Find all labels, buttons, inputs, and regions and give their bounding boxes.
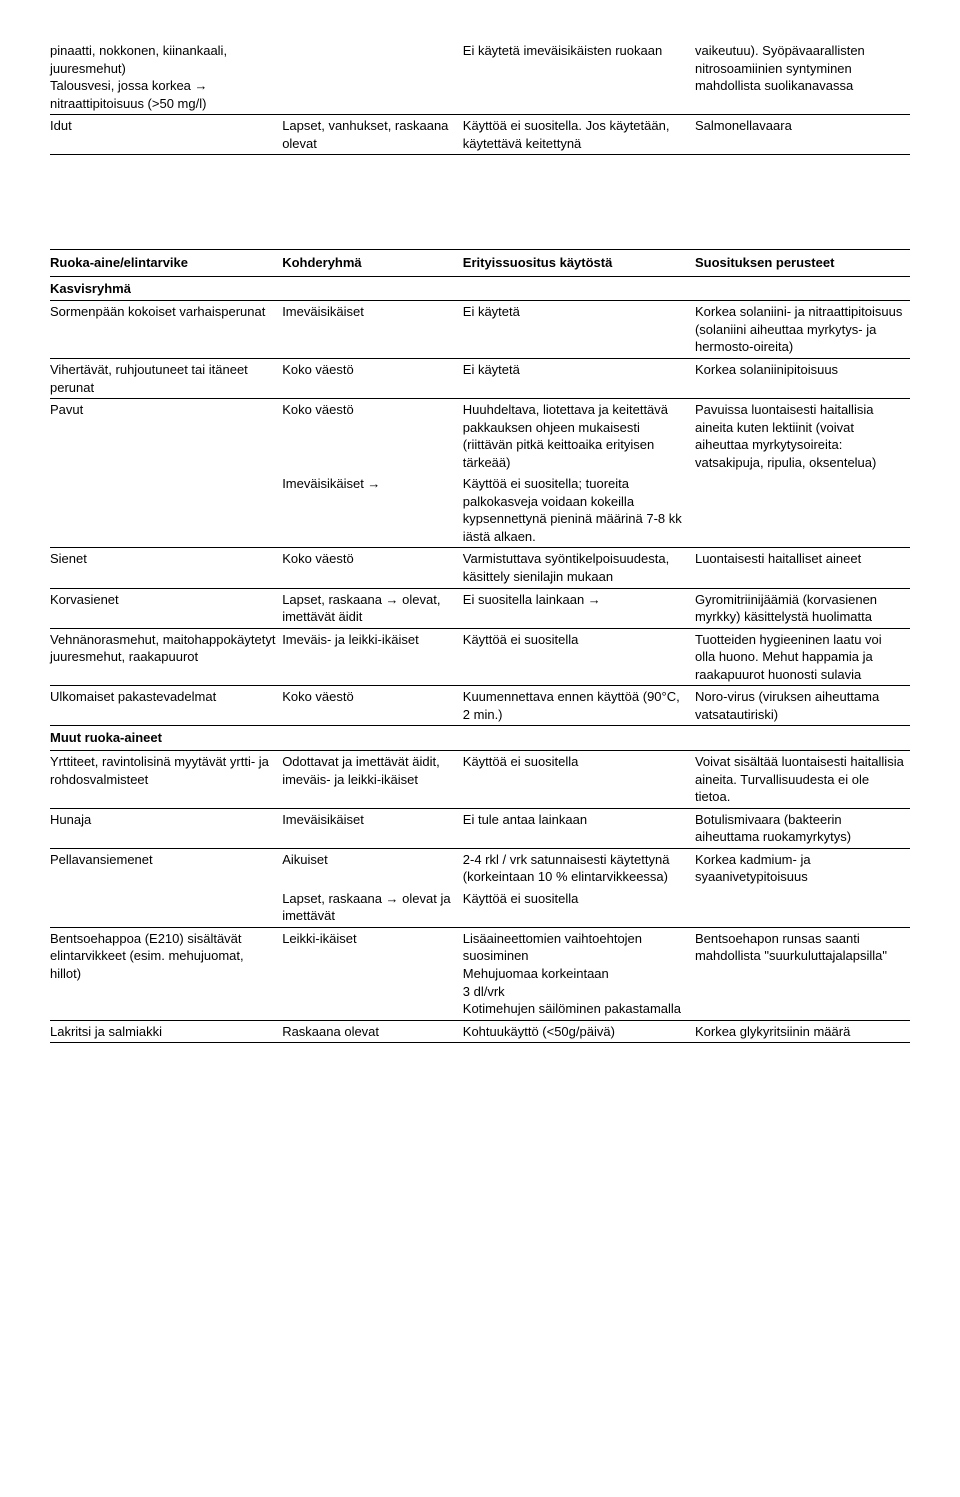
section-title: Kasvisryhmä [50, 276, 910, 301]
table-row-group: Koko väestö [282, 686, 463, 726]
table-row-recommendation: Käyttöä ei suositella [463, 888, 695, 928]
table-row-reason [695, 888, 910, 928]
table-row-recommendation: Ei käytetä [463, 301, 695, 359]
table-row-food: Yrttiteet, ravintolisinä myytävät yrtti-… [50, 750, 282, 808]
table-row-food: Korvasienet [50, 588, 282, 628]
table-row-group: Koko väestö [282, 548, 463, 588]
top-row-reason: Salmonellavaara [695, 115, 910, 155]
table-row-group: Imeväisikäiset [282, 301, 463, 359]
table-row-recommendation: Ei suositella lainkaan → [463, 588, 695, 628]
table-row-recommendation: Käyttöä ei suositella [463, 750, 695, 808]
table-row: Bentsoehappoa (E210) sisältävät elintarv… [50, 927, 910, 1020]
top-row: pinaatti, nokkonen, kiinankaali, juuresm… [50, 40, 910, 115]
table-row-food: Pavut [50, 399, 282, 474]
table-row-recommendation: Huuhdeltava, liotettava ja keitettävä pa… [463, 399, 695, 474]
table-row-recommendation: Ei tule antaa lainkaan [463, 808, 695, 848]
table-row: KorvasienetLapset, raskaana → olevat, im… [50, 588, 910, 628]
top-row-recommendation: Ei käytetä imeväisikäisten ruokaan [463, 40, 695, 115]
table-row: Yrttiteet, ravintolisinä myytävät yrtti-… [50, 750, 910, 808]
table-row: Ulkomaiset pakastevadelmatKoko väestöKuu… [50, 686, 910, 726]
table-row: HunajaImeväisikäisetEi tule antaa lainka… [50, 808, 910, 848]
table-row-reason: Pavuissa luontaisesti haitallisia aineit… [695, 399, 910, 474]
table-row-food: Lakritsi ja salmiakki [50, 1020, 282, 1043]
table-row-recommendation: Kuumennettava ennen käyttöä (90°C, 2 min… [463, 686, 695, 726]
table-row-group: Leikki-ikäiset [282, 927, 463, 1020]
table-row: Lakritsi ja salmiakkiRaskaana olevatKoht… [50, 1020, 910, 1043]
table-row-group: Raskaana olevat [282, 1020, 463, 1043]
table-row-reason: Korkea kadmium- ja syaanivetypitoisuus [695, 848, 910, 888]
food-advice-table: pinaatti, nokkonen, kiinankaali, juuresm… [50, 40, 910, 1043]
header-reason: Suosituksen perusteet [695, 250, 910, 277]
table-row-food: Sienet [50, 548, 282, 588]
spacer-row [50, 155, 910, 250]
table-row-group: Odottavat ja imettävät äidit, imeväis- j… [282, 750, 463, 808]
table-row: Vihertävät, ruhjoutuneet tai itäneet per… [50, 359, 910, 399]
table-row-reason: Korkea solaniinipitoisuus [695, 359, 910, 399]
table-row-recommendation: Käyttöä ei suositella; tuoreita palkokas… [463, 473, 695, 548]
table-row-recommendation: Käyttöä ei suositella [463, 628, 695, 686]
table-row-recommendation: Ei käytetä [463, 359, 695, 399]
table-row: Sormenpään kokoiset varhaisperunatImeväi… [50, 301, 910, 359]
section-header: Muut ruoka-aineet [50, 726, 910, 751]
table-row-food: Hunaja [50, 808, 282, 848]
table-row-reason: Korkea glykyritsiinin määrä [695, 1020, 910, 1043]
table-row-group: Imeväisikäiset [282, 808, 463, 848]
table-row-recommendation: Kohtuukäyttö (<50g/päivä) [463, 1020, 695, 1043]
table-row-reason: Gyromitriinijäämiä (korvasienen myrkky) … [695, 588, 910, 628]
table-row-food: Pellavansiemenet [50, 848, 282, 888]
spacer-cell [50, 155, 910, 250]
table-row-reason: Botulismivaara (bakteerin aiheuttama ruo… [695, 808, 910, 848]
top-row-food: pinaatti, nokkonen, kiinankaali, juuresm… [50, 40, 282, 115]
table-row-food [50, 888, 282, 928]
header-group: Kohderyhmä [282, 250, 463, 277]
table-row-group: Koko väestö [282, 359, 463, 399]
table-row-group: Imeväis- ja leikki-ikäiset [282, 628, 463, 686]
section-header: Kasvisryhmä [50, 276, 910, 301]
top-row-group [282, 40, 463, 115]
top-row-reason: vaikeutuu). Syöpävaarallisten nitrosoami… [695, 40, 910, 115]
table-row-recommendation: Lisäaineettomien vaihtoehtojen suosimine… [463, 927, 695, 1020]
header-row: Ruoka-aine/elintarvikeKohderyhmäErityiss… [50, 250, 910, 277]
header-food: Ruoka-aine/elintarvike [50, 250, 282, 277]
table-row: Vehnänorasmehut, maitohappokäytetyt juur… [50, 628, 910, 686]
table-row-group: Lapset, raskaana → olevat, imettävät äid… [282, 588, 463, 628]
table-row-recommendation: Varmistuttava syöntikelpoisuudesta, käsi… [463, 548, 695, 588]
table-row: Imeväisikäiset →Käyttöä ei suositella; t… [50, 473, 910, 548]
top-row-group: Lapset, vanhukset, raskaana olevat [282, 115, 463, 155]
table-row-food: Sormenpään kokoiset varhaisperunat [50, 301, 282, 359]
table-row-food [50, 473, 282, 548]
table-row-food: Ulkomaiset pakastevadelmat [50, 686, 282, 726]
table-row-recommendation: 2-4 rkl / vrk satunnaisesti käytettynä (… [463, 848, 695, 888]
table-row-reason: Luontaisesti haitalliset aineet [695, 548, 910, 588]
table-row-group: Lapset, raskaana → olevat ja imettävät [282, 888, 463, 928]
table-row: SienetKoko väestöVarmistuttava syöntikel… [50, 548, 910, 588]
table-row-group: Koko väestö [282, 399, 463, 474]
top-row: IdutLapset, vanhukset, raskaana olevatKä… [50, 115, 910, 155]
table-row-group: Aikuiset [282, 848, 463, 888]
top-row-recommendation: Käyttöä ei suositella. Jos käytetään, kä… [463, 115, 695, 155]
table-row-reason: Voivat sisältää luontaisesti haitallisia… [695, 750, 910, 808]
table-row-reason: Bentsoehapon runsas saanti mahdollista "… [695, 927, 910, 1020]
table-row-reason: Noro-virus (viruksen aiheuttama vatsatau… [695, 686, 910, 726]
section-title: Muut ruoka-aineet [50, 726, 910, 751]
table-row-reason: Korkea solaniini- ja nitraattipitoisuus … [695, 301, 910, 359]
top-row-food: Idut [50, 115, 282, 155]
table-row-group: Imeväisikäiset → [282, 473, 463, 548]
table-row-food: Vihertävät, ruhjoutuneet tai itäneet per… [50, 359, 282, 399]
table-row-reason: Tuotteiden hygieeninen laatu voi olla hu… [695, 628, 910, 686]
table-row: PavutKoko väestöHuuhdeltava, liotettava … [50, 399, 910, 474]
table-row-food: Vehnänorasmehut, maitohappokäytetyt juur… [50, 628, 282, 686]
table-row: Lapset, raskaana → olevat ja imettävätKä… [50, 888, 910, 928]
header-recommendation: Erityissuositus käytöstä [463, 250, 695, 277]
table-row: PellavansiemenetAikuiset2-4 rkl / vrk sa… [50, 848, 910, 888]
table-row-reason [695, 473, 910, 548]
table-row-food: Bentsoehappoa (E210) sisältävät elintarv… [50, 927, 282, 1020]
